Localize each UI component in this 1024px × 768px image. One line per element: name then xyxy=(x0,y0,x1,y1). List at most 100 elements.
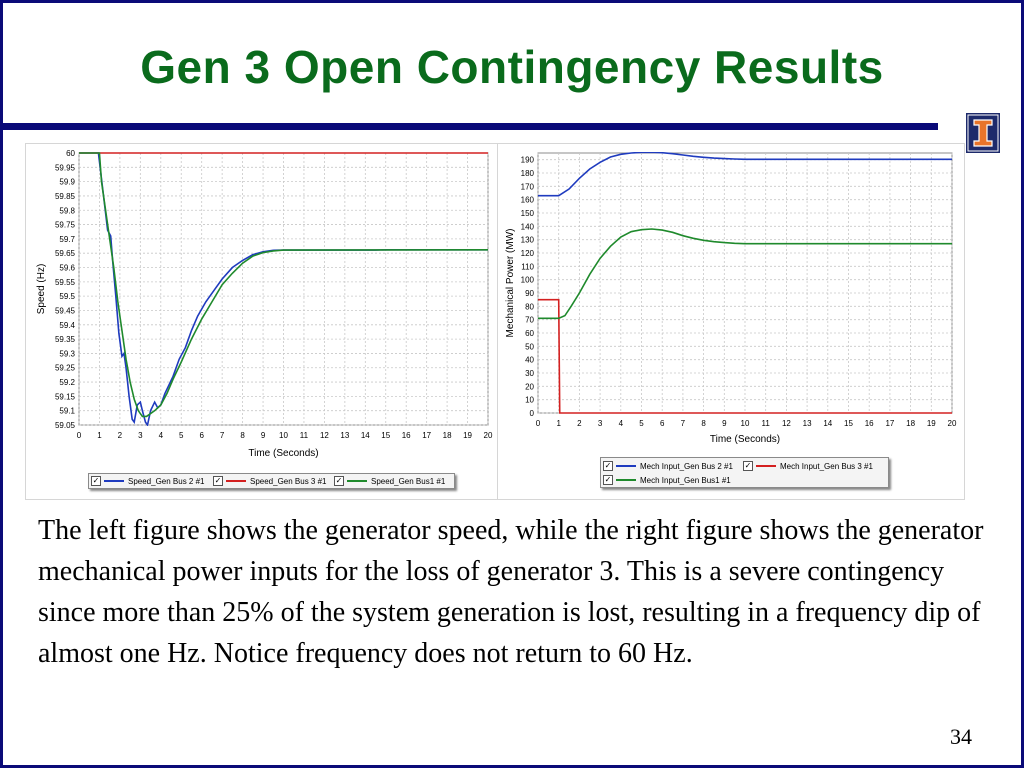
x-tick-label: 9 xyxy=(722,419,727,428)
x-tick-label: 0 xyxy=(77,431,82,440)
legend-item[interactable]: ✓ Mech Input_Gen Bus 2 #1 xyxy=(603,460,733,472)
x-tick-label: 8 xyxy=(701,419,706,428)
y-tick-label: 90 xyxy=(525,289,534,298)
x-tick-label: 20 xyxy=(484,431,493,440)
y-tick-label: 59.5 xyxy=(59,292,75,301)
x-tick-label: 18 xyxy=(443,431,452,440)
x-axis-label: Time (Seconds) xyxy=(710,434,780,445)
x-tick-label: 10 xyxy=(741,419,750,428)
x-tick-label: 10 xyxy=(279,431,288,440)
y-tick-label: 110 xyxy=(521,262,534,271)
speed-chart: 0 1 2 3 4 5 6 7 8 9 10 11 12 13 14 15 16 17 18 19 20 59.05 59.… xyxy=(25,143,499,500)
y-tick-label: 60 xyxy=(66,149,75,158)
legend-swatch xyxy=(347,480,367,482)
y-tick-label: 120 xyxy=(521,249,535,258)
title-underline-bar xyxy=(3,123,938,130)
x-tick-label: 6 xyxy=(199,431,204,440)
slide-body-text: The left figure shows the generator spee… xyxy=(38,515,984,669)
legend-label: Speed_Gen Bus1 #1 xyxy=(371,476,446,486)
legend-label: Speed_Gen Bus 3 #1 xyxy=(250,476,327,486)
y-tick-label: 59.8 xyxy=(59,206,75,215)
legend-swatch xyxy=(616,479,636,481)
mechanical-power-chart: 0 1 2 3 4 5 6 7 8 9 10 11 12 13 14 15 16 17 18 19 20 0 10 20 30 4… xyxy=(497,143,965,500)
y-tick-label: 59.85 xyxy=(55,192,76,201)
slide-title: Gen 3 Open Contingency Results xyxy=(140,41,884,93)
legend-item[interactable]: ✓ Speed_Gen Bus 3 #1 xyxy=(213,475,327,487)
y-tick-label: 59.45 xyxy=(55,306,76,315)
y-tick-label: 180 xyxy=(521,169,535,178)
legend-swatch xyxy=(616,465,636,467)
x-tick-label: 20 xyxy=(948,419,957,428)
legend-item[interactable]: ✓ Mech Input_Gen Bus 3 #1 xyxy=(743,460,873,472)
x-tick-label: 0 xyxy=(536,419,541,428)
x-tick-label: 16 xyxy=(865,419,874,428)
x-tick-label: 5 xyxy=(639,419,644,428)
legend-item[interactable]: ✓ Mech Input_Gen Bus1 #1 xyxy=(603,474,731,486)
y-tick-label: 59.6 xyxy=(59,264,75,273)
y-tick-label: 100 xyxy=(521,276,535,285)
speed-chart-svg: 0 1 2 3 4 5 6 7 8 9 10 11 12 13 14 15 16 17 18 19 2059.0559.… xyxy=(36,149,493,459)
legend-swatch xyxy=(226,480,246,482)
y-tick-label: 20 xyxy=(525,382,534,391)
x-tick-label: 17 xyxy=(885,419,894,428)
legend-checkbox[interactable]: ✓ xyxy=(603,475,613,485)
y-tick-label: 59.05 xyxy=(55,421,76,430)
legend-checkbox[interactable]: ✓ xyxy=(91,476,101,486)
y-tick-label: 59.35 xyxy=(55,335,76,344)
y-tick-label: 40 xyxy=(525,356,534,365)
x-tick-label: 13 xyxy=(340,431,349,440)
page-number: 34 xyxy=(950,724,972,749)
speed-chart-legend: ✓ Speed_Gen Bus 2 #1 ✓ Speed_Gen Bus 3 #… xyxy=(88,473,455,489)
x-tick-label: 8 xyxy=(240,431,245,440)
y-tick-label: 59.95 xyxy=(55,163,76,172)
y-tick-label: 190 xyxy=(521,156,535,165)
y-tick-label: 59.55 xyxy=(55,278,76,287)
x-tick-label: 6 xyxy=(660,419,665,428)
x-tick-label: 3 xyxy=(598,419,603,428)
x-tick-label: 19 xyxy=(927,419,936,428)
x-tick-label: 5 xyxy=(179,431,184,440)
x-tick-label: 19 xyxy=(463,431,472,440)
legend-checkbox[interactable]: ✓ xyxy=(213,476,223,486)
y-tick-label: 59.65 xyxy=(55,249,76,258)
x-tick-label: 16 xyxy=(402,431,411,440)
y-tick-label: 70 xyxy=(525,316,534,325)
legend-checkbox[interactable]: ✓ xyxy=(603,461,613,471)
x-tick-label: 14 xyxy=(361,431,370,440)
y-tick-label: 170 xyxy=(521,182,535,191)
illinois-block-i-icon xyxy=(966,113,1000,153)
x-tick-label: 11 xyxy=(762,419,771,428)
x-tick-label: 4 xyxy=(159,431,164,440)
series-line-0 xyxy=(538,152,952,197)
y-tick-label: 59.2 xyxy=(59,378,75,387)
y-tick-label: 59.75 xyxy=(55,221,76,230)
legend-label: Mech Input_Gen Bus 2 #1 xyxy=(640,461,733,471)
y-tick-label: 59.1 xyxy=(59,407,75,416)
y-tick-label: 59.25 xyxy=(55,364,76,373)
x-tick-label: 15 xyxy=(381,431,390,440)
legend-item[interactable]: ✓ Speed_Gen Bus 2 #1 xyxy=(91,475,205,487)
series-line-2 xyxy=(79,152,488,418)
legend-item[interactable]: ✓ Speed_Gen Bus1 #1 xyxy=(334,475,445,487)
x-tick-label: 3 xyxy=(138,431,143,440)
legend-label: Speed_Gen Bus 2 #1 xyxy=(128,476,205,486)
y-tick-label: 50 xyxy=(525,342,534,351)
y-tick-label: 59.3 xyxy=(59,349,75,358)
legend-checkbox[interactable]: ✓ xyxy=(334,476,344,486)
x-tick-label: 7 xyxy=(220,431,225,440)
y-tick-label: 140 xyxy=(521,222,535,231)
series-line-2 xyxy=(538,228,952,320)
y-tick-label: 30 xyxy=(525,369,534,378)
x-tick-label: 13 xyxy=(803,419,812,428)
x-tick-label: 1 xyxy=(97,431,102,440)
mechanical-power-chart-legend: ✓ Mech Input_Gen Bus 2 #1 ✓ Mech Input_G… xyxy=(600,457,889,488)
y-tick-label: 59.9 xyxy=(59,178,75,187)
y-axis-label: Speed (Hz) xyxy=(36,264,47,315)
mechanical-power-chart-svg: 0 1 2 3 4 5 6 7 8 9 10 11 12 13 14 15 16 17 18 19 2001020304… xyxy=(505,152,957,445)
y-tick-label: 59.4 xyxy=(59,321,75,330)
y-tick-label: 59.15 xyxy=(55,392,76,401)
legend-checkbox[interactable]: ✓ xyxy=(743,461,753,471)
y-tick-label: 60 xyxy=(525,329,534,338)
x-tick-label: 1 xyxy=(556,419,561,428)
x-tick-label: 14 xyxy=(823,419,832,428)
